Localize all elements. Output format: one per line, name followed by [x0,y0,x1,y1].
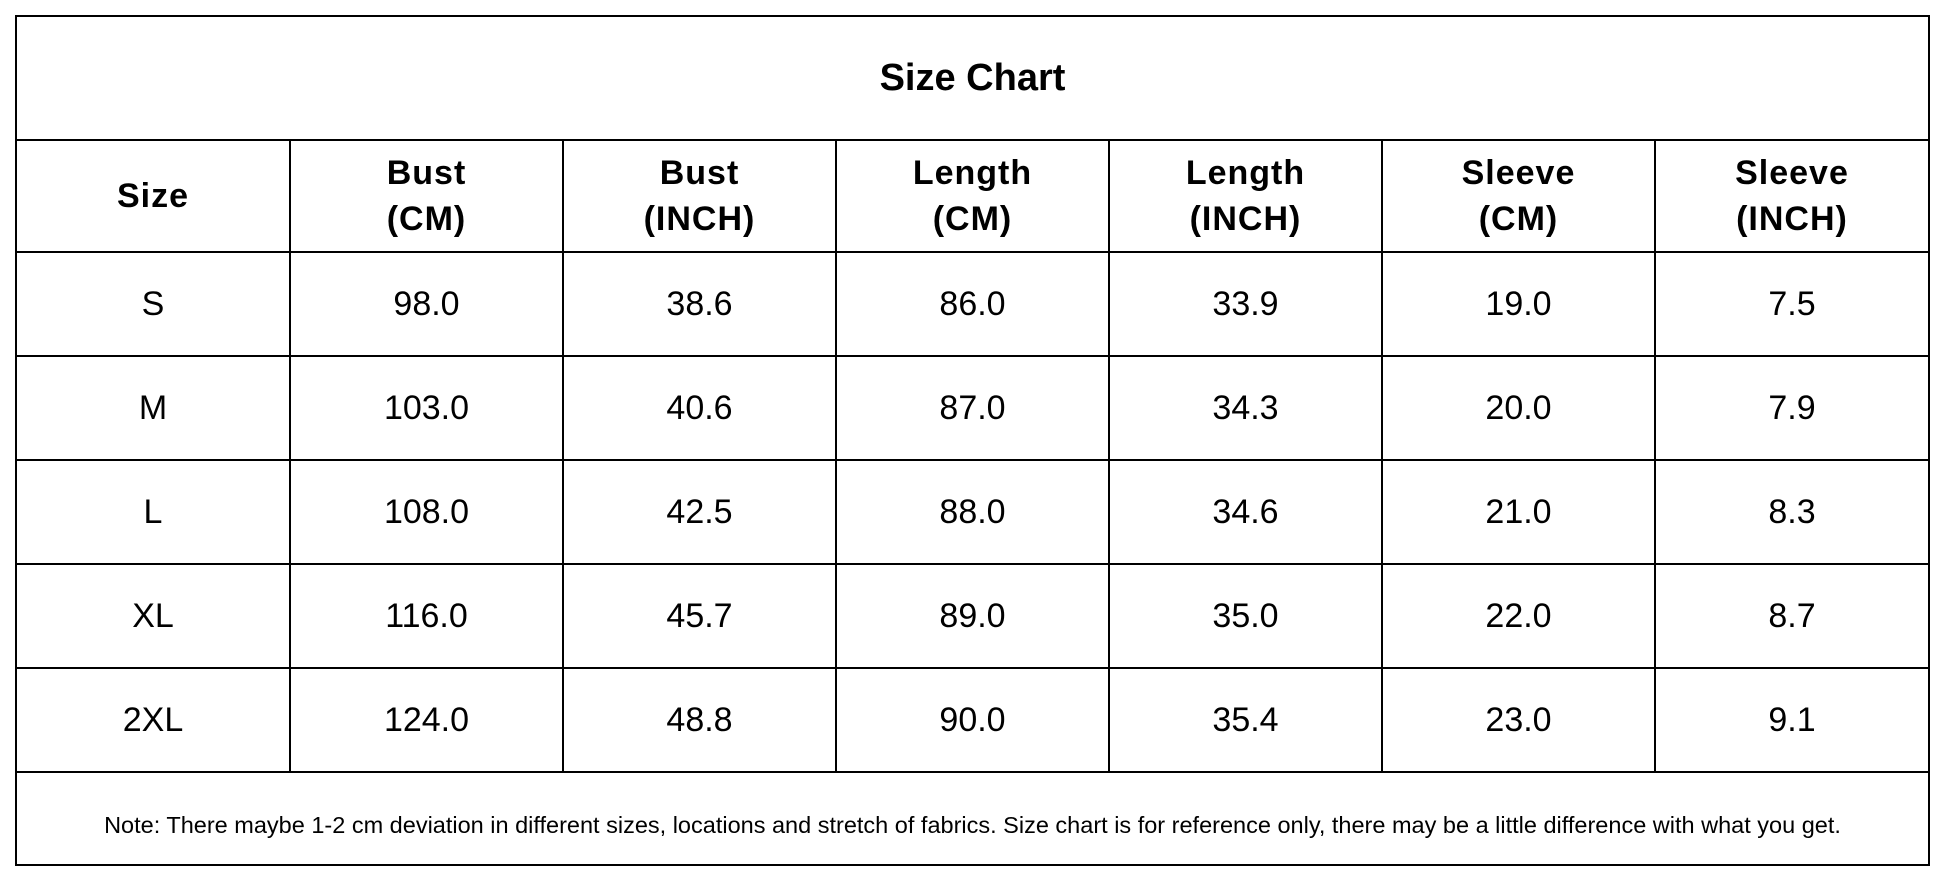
measure-cell: 8.3 [1654,459,1928,565]
measure-cell: 42.5 [562,459,837,565]
measure-cell: 35.0 [1108,563,1383,669]
table-row: 2XL 124.0 48.8 90.0 35.4 23.0 9.1 [17,667,1928,773]
size-cell: L [17,459,291,565]
column-header: Size [17,141,291,253]
measure-cell: 20.0 [1381,355,1656,461]
column-header: Length (INCH) [1108,141,1383,253]
size-chart: Size Chart Size Bust (CM) Bust (INCH) Lengt… [15,15,1930,866]
measure-cell: 86.0 [835,251,1110,357]
measure-cell: 89.0 [835,563,1110,669]
title: Size Chart [17,17,1928,141]
column-header: Bust (INCH) [562,141,837,253]
measure-cell: 116.0 [289,563,564,669]
measure-cell: 103.0 [289,355,564,461]
table-row: XL 116.0 45.7 89.0 35.0 22.0 8.7 [17,563,1928,669]
measure-cell: 88.0 [835,459,1110,565]
size-table: Size Bust (CM) Bust (INCH) Length (CM) Lengt… [17,141,1928,773]
note: Note: There maybe 1-2 cm deviation in di… [104,811,1841,838]
measure-cell: 19.0 [1381,251,1656,357]
measure-cell: 9.1 [1654,667,1928,773]
measure-cell: 8.7 [1654,563,1928,669]
measure-cell: 23.0 [1381,667,1656,773]
measure-cell: 98.0 [289,251,564,357]
table-row: S 98.0 38.6 86.0 33.9 19.0 7.5 [17,251,1928,357]
measure-cell: 34.6 [1108,459,1383,565]
measure-cell: 34.3 [1108,355,1383,461]
column-header: Bust (CM) [289,141,564,253]
measure-cell: 124.0 [289,667,564,773]
measure-cell: 87.0 [835,355,1110,461]
measure-cell: 40.6 [562,355,837,461]
measure-cell: 21.0 [1381,459,1656,565]
measure-cell: 90.0 [835,667,1110,773]
header-row: Size Bust (CM) Bust (INCH) Length (CM) Lengt… [17,141,1928,253]
measure-cell: 33.9 [1108,251,1383,357]
measure-cell: 7.9 [1654,355,1928,461]
size-cell: 2XL [17,667,291,773]
measure-cell: 48.8 [562,667,837,773]
measure-cell: 45.7 [562,563,837,669]
table-row: L 108.0 42.5 88.0 34.6 21.0 8.3 [17,459,1928,565]
measure-cell: 38.6 [562,251,837,357]
column-header: Sleeve (INCH) [1654,141,1928,253]
table-row: M 103.0 40.6 87.0 34.3 20.0 7.9 [17,355,1928,461]
column-header: Sleeve (CM) [1381,141,1656,253]
measure-cell: 22.0 [1381,563,1656,669]
size-cell: XL [17,563,291,669]
measure-cell: 108.0 [289,459,564,565]
size-cell: S [17,251,291,357]
size-cell: M [17,355,291,461]
column-header: Length (CM) [835,141,1110,253]
measure-cell: 7.5 [1654,251,1928,357]
measure-cell: 35.4 [1108,667,1383,773]
